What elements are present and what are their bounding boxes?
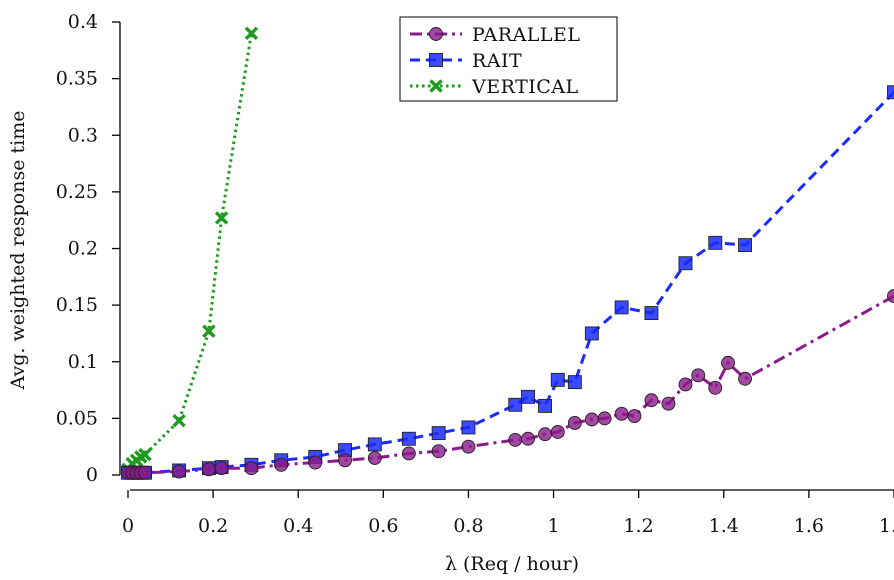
legend-marker-vertical — [429, 79, 443, 93]
data-point-parallel — [172, 464, 187, 479]
x-tick-label: 1 — [548, 515, 560, 537]
y-tick-label: 0.2 — [68, 238, 98, 260]
data-point-parallel — [567, 415, 582, 430]
series-rait — [121, 85, 894, 480]
y-tick-label: 0.4 — [68, 11, 98, 33]
legend-label-vertical: VERTICAL — [471, 76, 579, 98]
legend-label-rait: RAIT — [472, 50, 522, 72]
data-point-parallel — [691, 368, 706, 383]
x-tick-label: 0 — [122, 515, 134, 537]
x-tick-label: 1.2 — [624, 515, 654, 537]
data-point-vertical — [138, 447, 152, 462]
series-vertical — [121, 26, 259, 477]
data-point-rait — [431, 426, 446, 441]
data-point-parallel — [678, 377, 693, 392]
y-tick-label: 0.15 — [56, 294, 98, 316]
data-point-parallel — [201, 462, 216, 477]
data-point-rait — [461, 420, 476, 435]
data-point-parallel — [644, 393, 659, 408]
data-point-parallel — [627, 409, 642, 424]
data-point-parallel — [614, 406, 629, 421]
x-tick-label: 1.8 — [879, 515, 894, 537]
x-axis-title: λ (Req / hour) — [445, 553, 579, 575]
y-tick-label: 0.3 — [68, 124, 98, 146]
legend: PARALLEL RAIT VERTICAL — [399, 16, 618, 102]
legend-entry-rait: RAIT — [410, 50, 522, 72]
data-point-rait — [584, 326, 599, 341]
x-tick-label: 1.6 — [794, 515, 824, 537]
data-point-parallel — [367, 451, 382, 465]
legend-entry-vertical: VERTICAL — [410, 76, 579, 98]
data-point-parallel — [708, 380, 723, 395]
x-tick-label: 0.8 — [453, 515, 483, 537]
data-point-parallel — [274, 457, 289, 472]
data-point-parallel — [308, 455, 323, 470]
x-tick-label: 0.4 — [283, 515, 313, 537]
data-point-parallel — [508, 432, 523, 447]
legend-label-parallel: PARALLEL — [472, 24, 581, 46]
data-point-parallel — [401, 446, 416, 461]
data-point-parallel — [887, 289, 894, 304]
legend-entry-parallel: PARALLEL — [410, 24, 581, 46]
data-point-parallel — [550, 425, 565, 439]
data-point-parallel — [538, 427, 552, 442]
data-point-vertical — [202, 324, 216, 338]
series-parallel — [121, 289, 894, 480]
data-point-parallel — [244, 461, 259, 476]
data-point-rait — [614, 300, 629, 315]
data-point-rait — [678, 256, 693, 271]
x-tick-label: 0.2 — [198, 515, 228, 537]
data-point-rait — [401, 431, 416, 446]
y-axis-title: Avg. weighted response time — [7, 111, 29, 391]
data-point-rait — [708, 235, 723, 250]
data-point-rait — [887, 85, 894, 100]
legend-marker-parallel — [429, 27, 443, 41]
data-point-vertical — [244, 26, 259, 41]
y-tick-label: 0 — [86, 464, 98, 486]
data-point-rait — [538, 398, 552, 413]
data-point-vertical — [214, 211, 229, 225]
series-line-vertical — [126, 33, 253, 471]
y-tick-label: 0.05 — [56, 407, 98, 429]
data-point-parallel — [584, 412, 599, 427]
x-tick-label: 1.4 — [709, 515, 739, 537]
data-point-parallel — [521, 431, 535, 446]
data-point-parallel — [597, 411, 612, 426]
data-point-rait — [567, 375, 582, 390]
data-point-rait — [521, 389, 535, 404]
x-ticks: 0 0.2 0.4 0.6 0.8 1 1.2 1.4 1.6 1.8 — [122, 490, 894, 537]
data-point-parallel — [214, 461, 229, 476]
data-point-rait — [738, 238, 753, 253]
data-point-rait — [644, 306, 659, 321]
data-point-parallel — [138, 465, 152, 480]
data-point-parallel — [661, 396, 676, 411]
y-tick-label: 0.25 — [56, 181, 98, 203]
data-point-parallel — [338, 453, 352, 468]
y-tick-label: 0.1 — [68, 351, 98, 373]
data-point-rait — [367, 437, 382, 452]
y-tick-label: 0.35 — [56, 68, 98, 90]
x-tick-label: 0.6 — [368, 515, 398, 537]
data-point-parallel — [431, 444, 446, 459]
series-line-parallel — [128, 294, 894, 475]
series-line-rait — [128, 91, 894, 475]
data-point-rait — [550, 372, 565, 387]
legend-marker-rait — [429, 53, 443, 67]
data-point-vertical — [172, 413, 186, 428]
data-point-parallel — [721, 355, 735, 370]
y-ticks: 0 0.05 0.1 0.15 0.2 0.25 0.3 0.35 0.4 — [56, 11, 120, 486]
data-point-rait — [508, 397, 523, 412]
data-point-parallel — [461, 439, 476, 454]
series-layer — [121, 26, 894, 480]
data-point-parallel — [738, 371, 753, 386]
